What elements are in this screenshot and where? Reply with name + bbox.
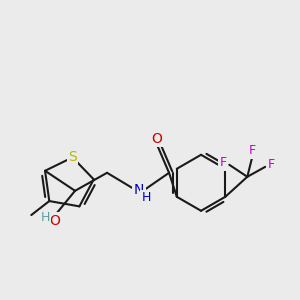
Text: O: O bbox=[50, 214, 61, 228]
Text: S: S bbox=[68, 150, 77, 164]
Text: H: H bbox=[40, 211, 50, 224]
Text: H: H bbox=[141, 191, 151, 204]
Text: O: O bbox=[152, 132, 163, 146]
Text: F: F bbox=[220, 156, 227, 169]
Text: F: F bbox=[268, 158, 275, 171]
Text: N: N bbox=[134, 183, 144, 197]
Text: F: F bbox=[249, 144, 256, 157]
